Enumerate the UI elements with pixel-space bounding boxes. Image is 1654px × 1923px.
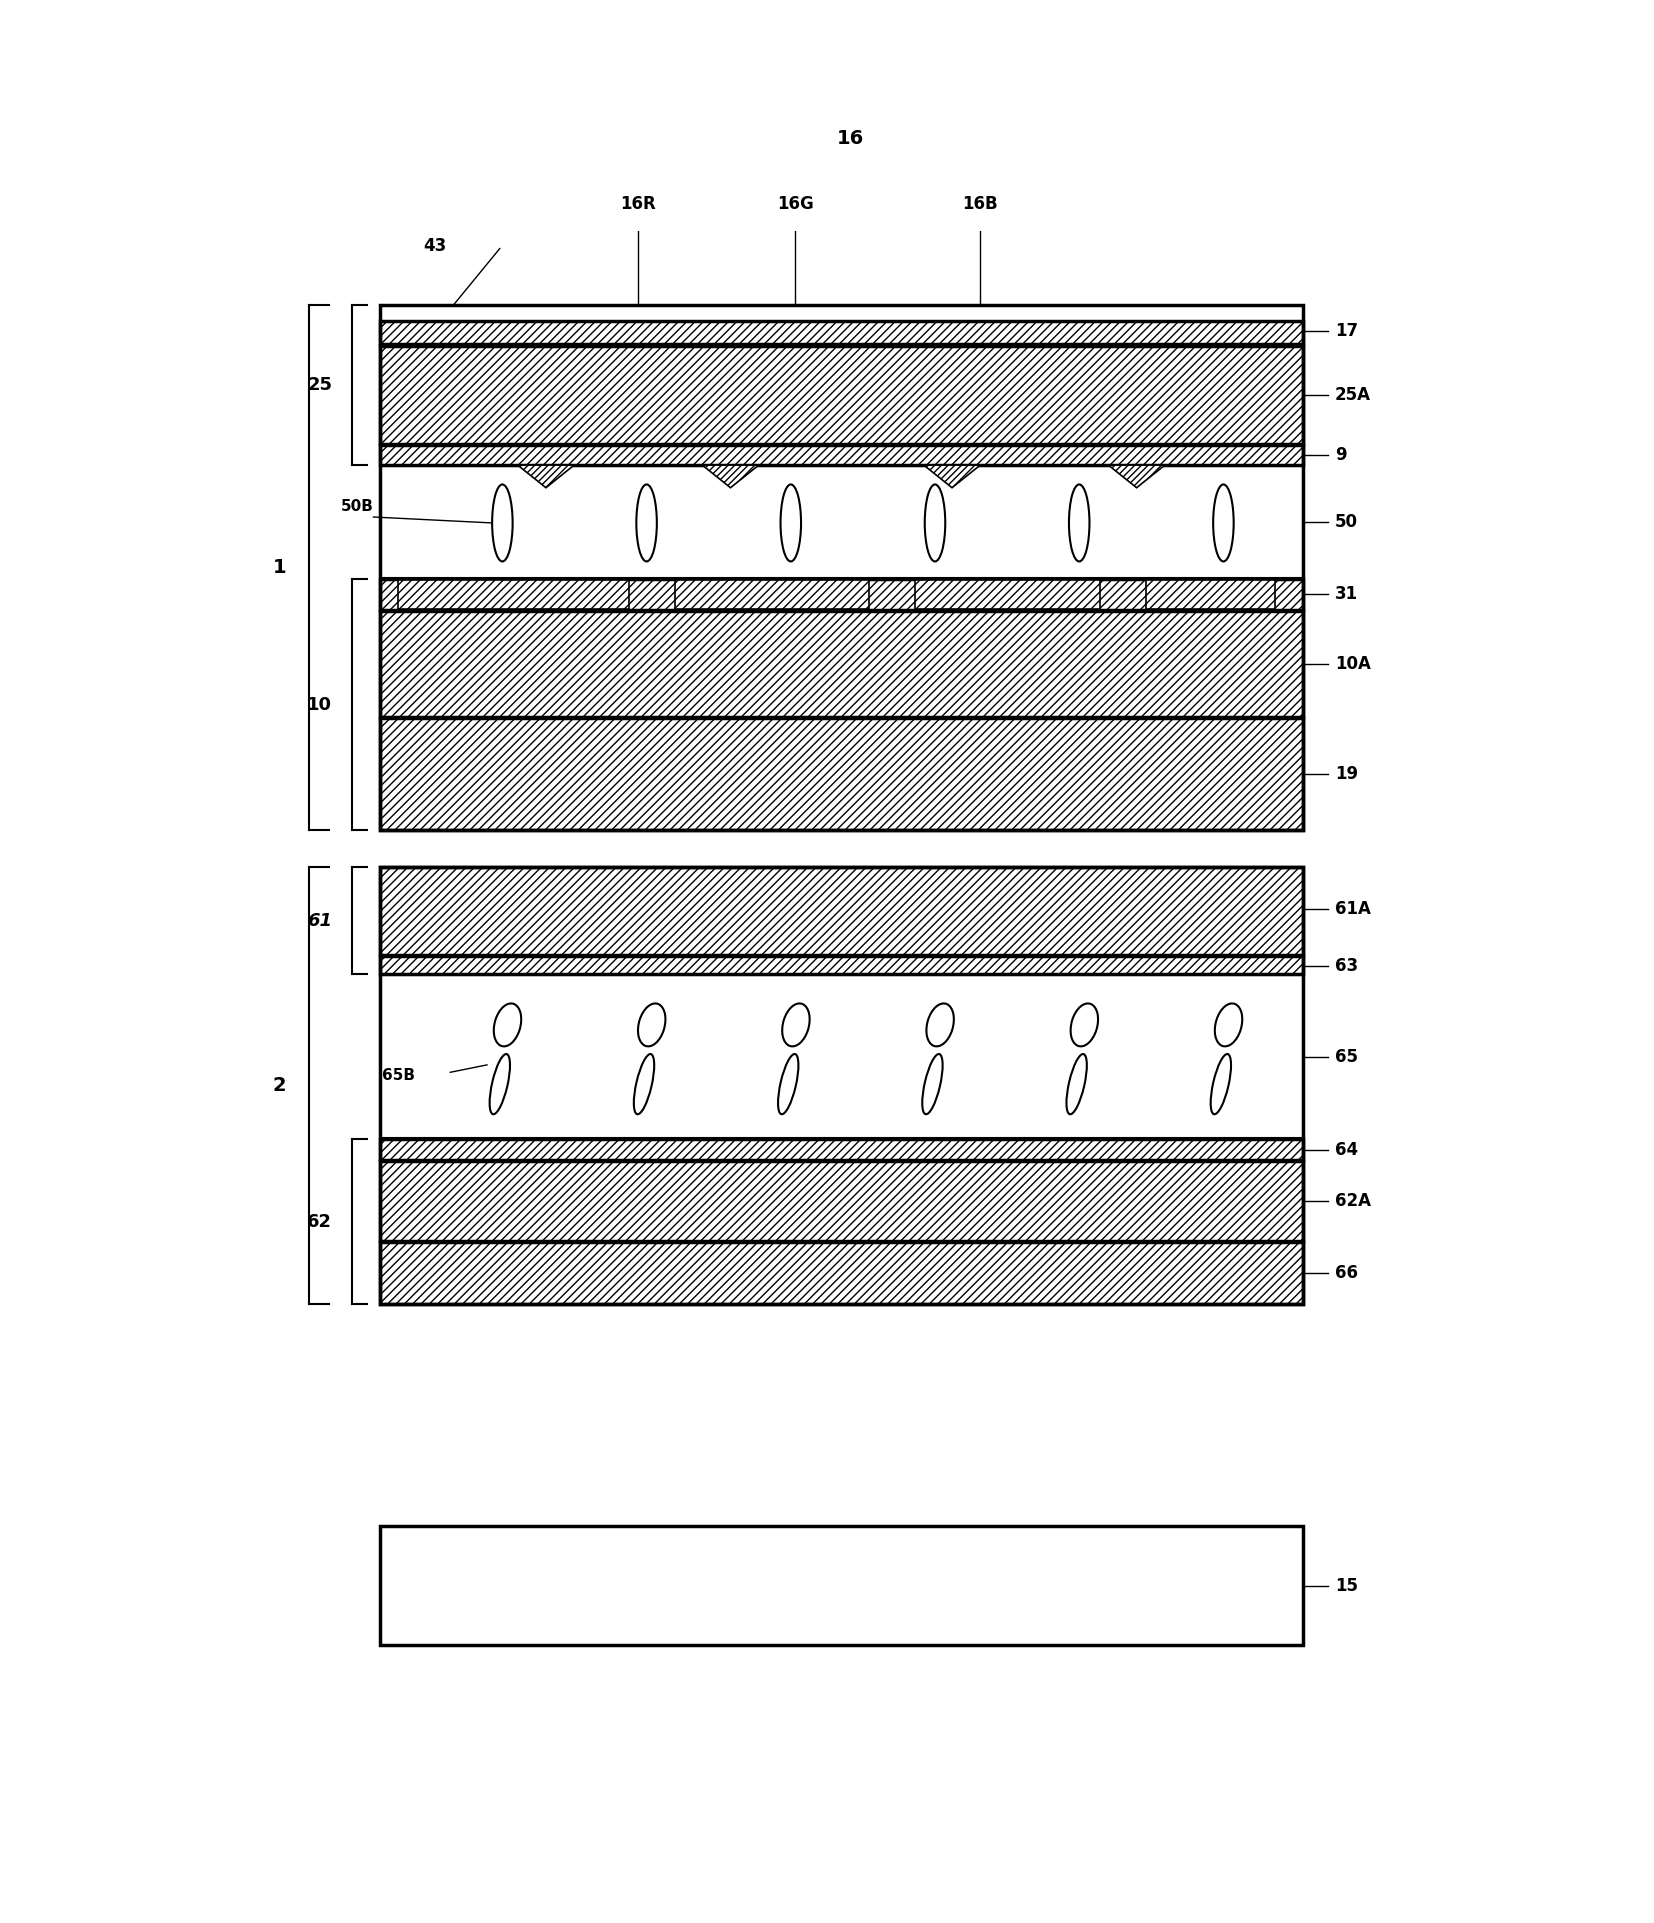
Ellipse shape <box>923 1054 943 1113</box>
Text: 62A: 62A <box>1335 1192 1371 1210</box>
Ellipse shape <box>495 1004 521 1046</box>
Text: 25A: 25A <box>1335 387 1371 404</box>
Text: 31: 31 <box>1335 585 1358 604</box>
Bar <box>399 579 629 608</box>
Text: 16B: 16B <box>963 194 997 213</box>
Bar <box>380 465 1303 579</box>
Bar <box>380 867 1303 956</box>
Bar <box>380 719 1303 831</box>
Ellipse shape <box>781 485 801 562</box>
Ellipse shape <box>1068 485 1090 562</box>
Ellipse shape <box>1070 1004 1098 1046</box>
Bar <box>1146 579 1275 608</box>
Ellipse shape <box>925 485 944 562</box>
Text: 64: 64 <box>1335 1140 1358 1160</box>
Ellipse shape <box>1211 1054 1231 1113</box>
Text: 16: 16 <box>837 129 863 148</box>
Bar <box>380 579 1303 610</box>
Text: 62: 62 <box>308 1213 332 1231</box>
Bar <box>380 956 1303 975</box>
Ellipse shape <box>926 1004 954 1046</box>
Ellipse shape <box>1212 485 1234 562</box>
Bar <box>675 579 868 608</box>
Text: 50: 50 <box>1335 513 1358 531</box>
Polygon shape <box>925 465 981 488</box>
Bar <box>380 975 1303 1138</box>
Text: 19: 19 <box>1335 765 1358 783</box>
Text: 43: 43 <box>423 237 447 254</box>
Text: 17: 17 <box>1335 321 1358 340</box>
Ellipse shape <box>777 1054 799 1113</box>
Ellipse shape <box>490 1054 509 1113</box>
Ellipse shape <box>637 485 657 562</box>
Bar <box>380 304 1303 831</box>
Bar <box>380 1161 1303 1240</box>
Ellipse shape <box>1067 1054 1087 1113</box>
Ellipse shape <box>1214 1004 1242 1046</box>
Ellipse shape <box>493 485 513 562</box>
Text: 1: 1 <box>273 558 286 577</box>
Polygon shape <box>518 465 574 488</box>
Polygon shape <box>1108 465 1164 488</box>
Text: 65: 65 <box>1335 1048 1358 1065</box>
Text: 16G: 16G <box>777 194 814 213</box>
Text: 50B: 50B <box>341 500 374 513</box>
Text: 10: 10 <box>308 696 332 713</box>
Polygon shape <box>703 465 759 488</box>
Ellipse shape <box>782 1004 810 1046</box>
Bar <box>380 612 1303 717</box>
Text: 9: 9 <box>1335 446 1346 463</box>
Text: 61: 61 <box>308 912 332 931</box>
Text: 63: 63 <box>1335 958 1358 975</box>
Bar <box>380 444 1303 465</box>
Ellipse shape <box>633 1054 655 1113</box>
Text: 10A: 10A <box>1335 656 1371 673</box>
Bar <box>380 1138 1303 1160</box>
Bar <box>380 346 1303 444</box>
Bar <box>380 1527 1303 1644</box>
Text: 66: 66 <box>1335 1263 1358 1283</box>
Bar <box>380 321 1303 344</box>
Text: 16R: 16R <box>620 194 657 213</box>
Ellipse shape <box>638 1004 665 1046</box>
Text: 15: 15 <box>1335 1577 1358 1594</box>
Text: 61A: 61A <box>1335 900 1371 917</box>
Text: 65B: 65B <box>382 1067 415 1083</box>
Text: 2: 2 <box>273 1077 286 1096</box>
Text: 25: 25 <box>308 377 332 394</box>
Bar <box>380 867 1303 1304</box>
Bar <box>915 579 1100 608</box>
Bar <box>380 1242 1303 1304</box>
